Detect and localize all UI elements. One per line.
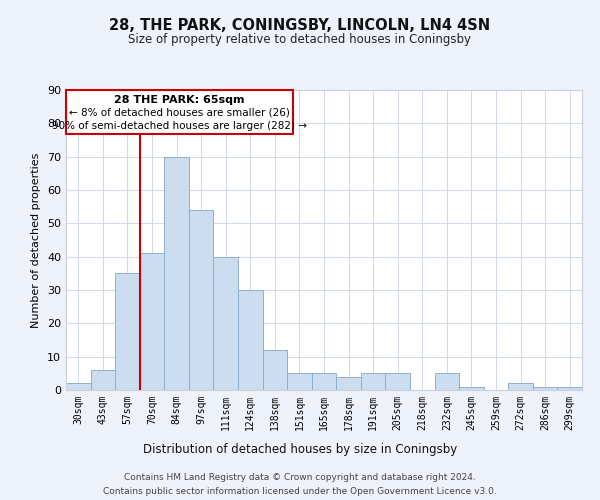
Bar [557,386,582,390]
Bar [214,256,238,390]
Text: Size of property relative to detached houses in Coningsby: Size of property relative to detached ho… [128,32,472,46]
Bar [91,370,115,390]
Text: 28 THE PARK: 65sqm: 28 THE PARK: 65sqm [114,94,245,104]
Bar [533,386,557,390]
Bar [385,374,410,390]
Bar [238,290,263,390]
Bar [164,156,189,390]
Text: 28, THE PARK, CONINGSBY, LINCOLN, LN4 4SN: 28, THE PARK, CONINGSBY, LINCOLN, LN4 4S… [109,18,491,32]
Bar [336,376,361,390]
Bar [189,210,214,390]
Text: Distribution of detached houses by size in Coningsby: Distribution of detached houses by size … [143,442,457,456]
Bar [361,374,385,390]
Bar [508,384,533,390]
Bar [287,374,312,390]
Text: Contains HM Land Registry data © Crown copyright and database right 2024.: Contains HM Land Registry data © Crown c… [124,472,476,482]
Y-axis label: Number of detached properties: Number of detached properties [31,152,41,328]
Bar [312,374,336,390]
FancyBboxPatch shape [66,90,293,134]
Bar [459,386,484,390]
Text: Contains public sector information licensed under the Open Government Licence v3: Contains public sector information licen… [103,488,497,496]
Bar [140,254,164,390]
Bar [66,384,91,390]
Text: ← 8% of detached houses are smaller (26): ← 8% of detached houses are smaller (26) [69,108,290,118]
Bar [434,374,459,390]
Bar [115,274,140,390]
Text: 90% of semi-detached houses are larger (282) →: 90% of semi-detached houses are larger (… [52,120,307,130]
Bar [263,350,287,390]
